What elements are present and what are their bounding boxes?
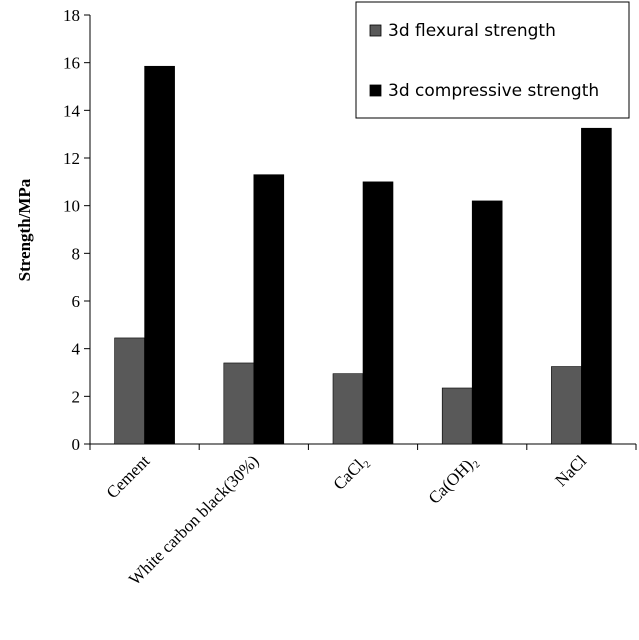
bar-flexural [223,362,255,445]
y-axis-title: Strength/MPa [15,178,34,281]
legend-label-compressive: 3d compressive strength [388,81,599,101]
x-tick-label: Cement [103,451,154,502]
y-tick-label: 18 [63,6,80,25]
y-tick-label: 4 [72,340,81,359]
x-tick-label: Ca(OH)₂ [425,451,481,507]
y-tick-label: 6 [72,292,81,311]
bar-flexural [551,366,582,445]
y-tick-label: 12 [63,149,80,168]
legend-frame [355,1,630,119]
bar-compressive [471,200,503,445]
bar-flexural [332,373,364,445]
legend-label-flexural: 3d flexural strength [388,21,556,41]
y-axis: 0 2 4 6 8 10 12 14 16 18 [63,6,91,454]
y-tick-label: 10 [63,197,80,216]
legend-swatch-flexural [369,24,382,37]
y-tick-label: 0 [72,435,81,454]
bar-compressive [581,127,612,445]
bar-compressive [144,65,175,445]
bar-flexural [114,337,145,445]
bar-compressive [362,181,394,445]
legend: 3d flexural strength 3d compressive stre… [355,1,630,119]
y-tick-label: 8 [72,244,81,263]
x-tick-label: NaCl [551,451,590,490]
y-tick-label: 14 [63,101,81,120]
bars-group [114,65,612,445]
y-tick-label: 2 [72,387,81,406]
bar-flexural [441,387,473,445]
bar-compressive [253,174,285,445]
x-tick-label: CaCl₂ [329,451,371,493]
legend-swatch-compressive [369,84,382,97]
y-tick-label: 16 [63,54,80,73]
